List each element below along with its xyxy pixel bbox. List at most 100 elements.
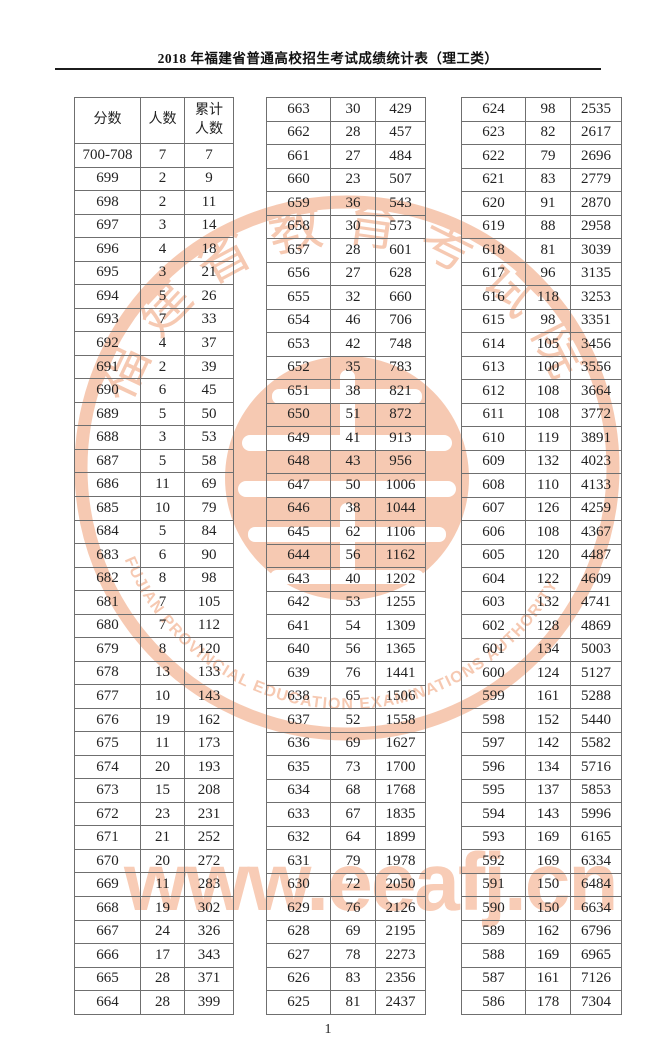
table-row: 620 91 2870: [461, 191, 622, 216]
cumulative-cell: 6334: [570, 849, 622, 874]
cumulative-cell: 5127: [570, 661, 622, 686]
score-cell: 587: [461, 966, 526, 991]
count-cell: 40: [330, 567, 376, 592]
cumulative-cell: 748: [375, 332, 426, 357]
table-row: 590 150 6634: [461, 896, 622, 921]
table-row: 627 78 2273: [266, 943, 426, 968]
cumulative-cell: 7304: [570, 990, 622, 1015]
score-cell: 610: [461, 426, 526, 451]
cumulative-cell: 21: [184, 260, 234, 286]
table-row: 672 23 231: [74, 801, 234, 827]
table-row: 592 169 6334: [461, 849, 622, 874]
score-cell: 690: [74, 378, 141, 403]
score-table-1: 分数 人数 累计 人数 700-708 7 7 699 2 9 698 2 11 697 3 14 69…: [74, 97, 234, 1015]
table-row: 593 169 6165: [461, 825, 622, 850]
cumulative-cell: 872: [375, 402, 426, 427]
score-cell: 611: [461, 402, 526, 427]
cumulative-cell: 3253: [570, 285, 622, 310]
table-row: 692 4 37: [74, 331, 234, 356]
count-cell: 126: [525, 496, 571, 521]
score-cell: 636: [266, 731, 331, 756]
score-cell: 643: [266, 567, 331, 592]
cumulative-cell: 5003: [570, 637, 622, 662]
cumulative-cell: 7126: [570, 966, 622, 991]
score-cell: 600: [461, 661, 526, 686]
count-cell: 68: [330, 778, 376, 803]
table-row: 588 169 6965: [461, 943, 622, 968]
table-row: 630 72 2050: [266, 872, 426, 897]
count-cell: 7: [140, 613, 185, 639]
cumulative-cell: 173: [184, 731, 234, 756]
table-row: 650 51 872: [266, 402, 426, 427]
count-cell: 142: [525, 731, 571, 756]
cumulative-cell: 2273: [375, 943, 426, 968]
count-cell: 73: [330, 755, 376, 780]
count-cell: 11: [140, 472, 185, 497]
cumulative-header: 累计 人数: [184, 97, 234, 144]
count-cell: 56: [330, 637, 376, 662]
score-cell: 641: [266, 614, 331, 639]
table-row: 602 128 4869: [461, 614, 622, 639]
count-cell: 24: [140, 919, 185, 945]
score-cell: 608: [461, 473, 526, 498]
score-cell: 692: [74, 331, 141, 356]
count-cell: 2: [140, 166, 185, 192]
table-row: 693 7 33: [74, 307, 234, 333]
score-cell: 670: [74, 848, 141, 874]
table-row: 608 110 4133: [461, 473, 622, 498]
score-cell: 689: [74, 401, 141, 427]
score-cell: 613: [461, 355, 526, 380]
table-row: 655 32 660: [266, 285, 426, 310]
count-cell: 11: [140, 872, 185, 897]
count-cell: 82: [525, 120, 571, 145]
table-row: 631 79 1978: [266, 849, 426, 874]
cumulative-cell: 5716: [570, 755, 622, 780]
cumulative-cell: 343: [184, 943, 234, 968]
table-row: 678 13 133: [74, 660, 234, 686]
cumulative-cell: 3351: [570, 308, 622, 333]
cumulative-cell: 5440: [570, 708, 622, 733]
count-header: 人数: [140, 97, 185, 144]
count-cell: 23: [330, 167, 376, 192]
table-row: 595 137 5853: [461, 778, 622, 803]
count-cell: 50: [330, 473, 376, 498]
cumulative-cell: 58: [184, 448, 234, 474]
cumulative-cell: 231: [184, 801, 234, 827]
table-row: 667 24 326: [74, 919, 234, 945]
score-cell: 686: [74, 472, 141, 497]
cumulative-cell: 2126: [375, 896, 426, 921]
score-cell: 646: [266, 496, 331, 521]
cumulative-cell: 302: [184, 896, 234, 921]
count-cell: 134: [525, 755, 571, 780]
cumulative-cell: 2870: [570, 191, 622, 216]
score-cell: 663: [266, 97, 331, 122]
cumulative-cell: 1365: [375, 637, 426, 662]
table-row: 674 20 193: [74, 754, 234, 780]
score-cell: 651: [266, 379, 331, 404]
table-row: 596 134 5716: [461, 755, 622, 780]
table-row: 686 11 69: [74, 472, 234, 497]
score-cell: 625: [266, 990, 331, 1015]
count-cell: 134: [525, 637, 571, 662]
cumulative-cell: 6796: [570, 919, 622, 944]
cumulative-cell: 11: [184, 190, 234, 215]
count-cell: 46: [330, 308, 376, 333]
score-cell: 672: [74, 801, 141, 827]
count-cell: 169: [525, 943, 571, 968]
cumulative-cell: 33: [184, 307, 234, 333]
count-cell: 150: [525, 896, 571, 921]
score-cell: 696: [74, 237, 141, 262]
score-cell: 662: [266, 120, 331, 145]
cumulative-cell: 821: [375, 379, 426, 404]
table-row: 637 52 1558: [266, 708, 426, 733]
count-cell: 28: [330, 120, 376, 145]
count-cell: 27: [330, 261, 376, 286]
cumulative-cell: 1162: [375, 543, 426, 568]
table-row: 694 5 26: [74, 284, 234, 309]
cumulative-cell: 26: [184, 284, 234, 309]
score-cell: 598: [461, 708, 526, 733]
score-table-2: 663 30 429 662 28 457 661 27 484 660 23 507 659 36 543…: [266, 97, 426, 1015]
count-cell: 98: [525, 97, 571, 122]
score-cell: 660: [266, 167, 331, 192]
score-cell: 640: [266, 637, 331, 662]
